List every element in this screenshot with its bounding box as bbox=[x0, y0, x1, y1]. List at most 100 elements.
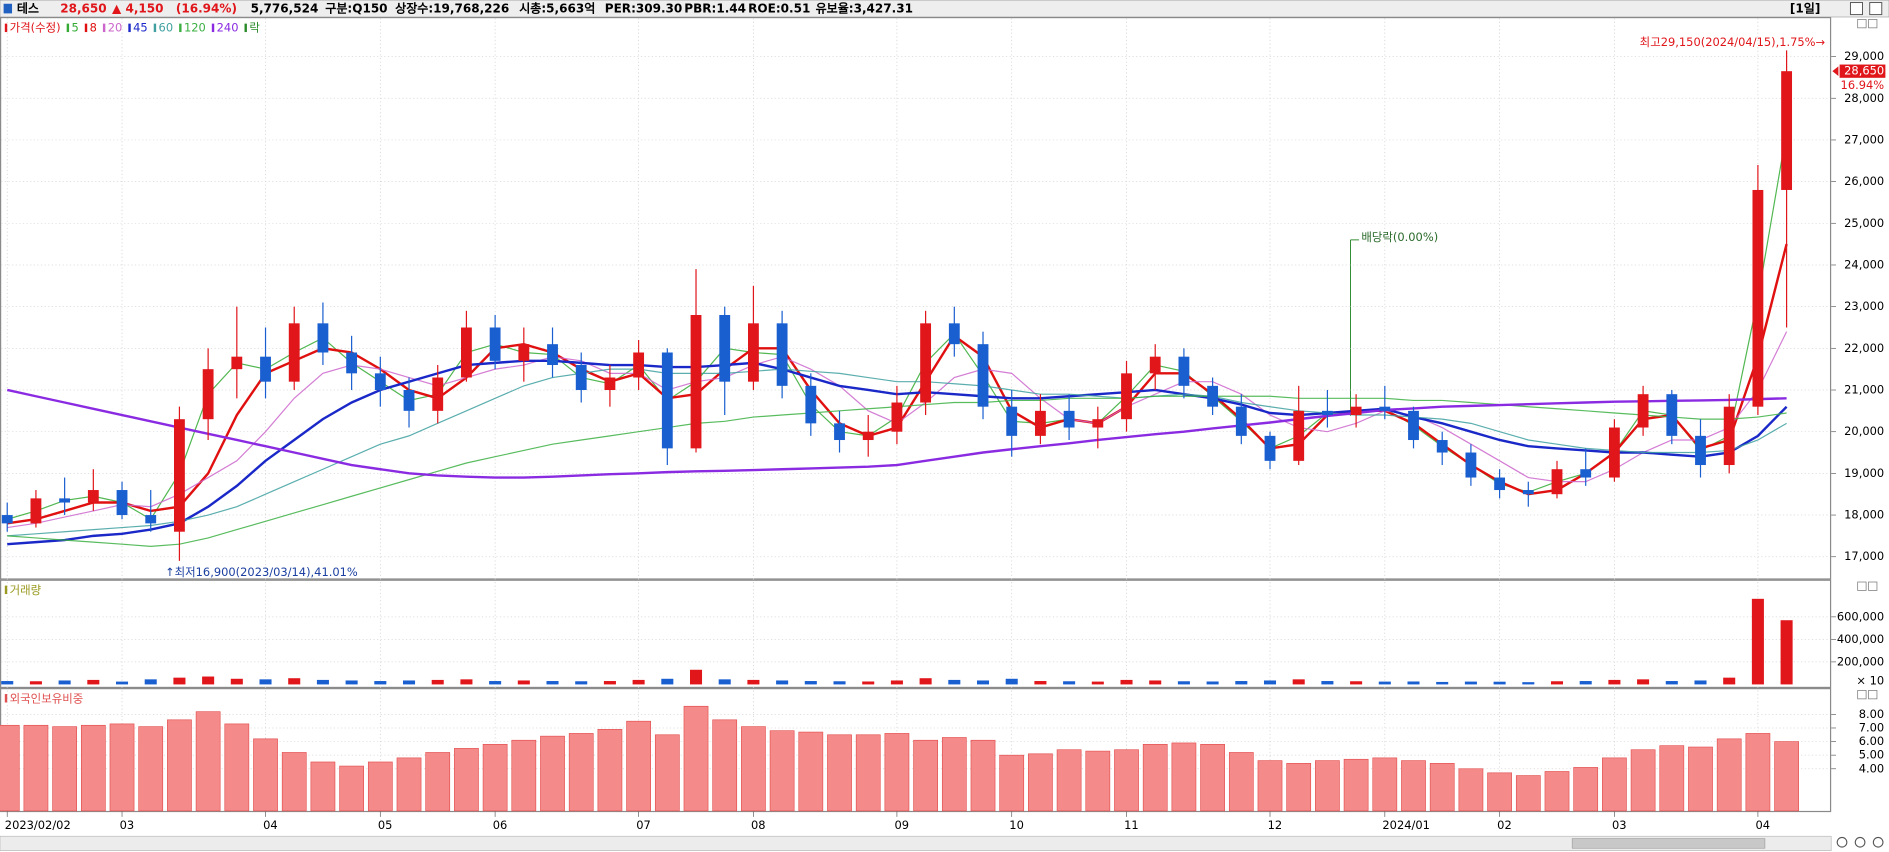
bar bbox=[632, 679, 645, 685]
scrollbar[interactable] bbox=[0, 835, 1832, 851]
pane-button[interactable] bbox=[1857, 581, 1867, 591]
bar bbox=[1544, 771, 1570, 812]
x-tick-label: 05 bbox=[378, 818, 393, 832]
bar bbox=[661, 678, 674, 685]
candle-body bbox=[1695, 435, 1706, 466]
bar bbox=[454, 748, 479, 812]
pane-button[interactable] bbox=[1868, 690, 1878, 700]
bar bbox=[195, 711, 221, 812]
y-tick-label: 22,000 bbox=[1844, 341, 1884, 355]
candle-body bbox=[518, 344, 530, 361]
bar bbox=[683, 705, 709, 812]
pane-button[interactable] bbox=[1857, 690, 1867, 700]
candle-body bbox=[1408, 410, 1419, 441]
bar bbox=[259, 679, 272, 685]
bar bbox=[855, 734, 881, 812]
zoom-out[interactable] bbox=[1854, 836, 1866, 848]
y-tick-label: 23,000 bbox=[1844, 299, 1884, 313]
header-item: (16.94%) bbox=[176, 2, 237, 16]
candle-body bbox=[1580, 469, 1592, 478]
candle-body bbox=[604, 377, 616, 391]
y-tick-label: 6.00 bbox=[1859, 734, 1884, 748]
y-tick-label: 24,000 bbox=[1844, 257, 1884, 271]
bar bbox=[575, 681, 588, 685]
header-item: PER:309.30 bbox=[605, 2, 683, 16]
candle-body bbox=[690, 314, 702, 449]
pane-button[interactable] bbox=[1868, 19, 1878, 29]
legend-swatch bbox=[4, 23, 8, 33]
ma-line bbox=[6, 388, 1787, 479]
candle-body bbox=[834, 423, 845, 441]
bar bbox=[1608, 679, 1621, 685]
bar bbox=[1407, 681, 1420, 685]
annotation: 최고29,150(2024/04/15),1.75%→ bbox=[1640, 35, 1826, 49]
x-tick-label: 03 bbox=[1612, 818, 1627, 832]
bar bbox=[1343, 758, 1369, 812]
candle-body bbox=[1063, 410, 1075, 428]
candle-body bbox=[317, 323, 329, 353]
candle-body bbox=[1551, 469, 1563, 495]
bar bbox=[654, 734, 680, 812]
candle-body bbox=[747, 323, 759, 382]
bar bbox=[1401, 760, 1426, 812]
bar bbox=[224, 723, 250, 812]
bar bbox=[827, 734, 852, 812]
bar bbox=[1149, 680, 1162, 685]
pane-button[interactable] bbox=[1857, 19, 1867, 29]
bar bbox=[540, 735, 565, 812]
candle-body bbox=[1637, 394, 1649, 428]
bar bbox=[1034, 681, 1047, 685]
legend-label: 45 bbox=[133, 20, 148, 34]
y-tick-label: 27,000 bbox=[1844, 132, 1884, 146]
legend-label: 240 bbox=[217, 20, 239, 34]
x-tick-label: 2023/02/02 bbox=[5, 818, 71, 832]
bar bbox=[1350, 681, 1363, 685]
x-tick-label: 12 bbox=[1268, 818, 1283, 832]
close-button[interactable] bbox=[1869, 2, 1883, 16]
bar bbox=[948, 679, 961, 685]
bar bbox=[970, 739, 996, 812]
bar bbox=[862, 681, 875, 685]
y-tick-label: 200,000 bbox=[1837, 654, 1884, 668]
bar bbox=[769, 730, 795, 812]
bar bbox=[1774, 741, 1799, 812]
bar bbox=[1263, 680, 1277, 685]
candle-body bbox=[374, 373, 386, 391]
candle-body bbox=[1494, 477, 1506, 491]
candle-body bbox=[1121, 373, 1132, 420]
candle-body bbox=[288, 323, 300, 382]
bar bbox=[80, 724, 106, 812]
candle-body bbox=[1235, 406, 1247, 436]
legend-label: 8 bbox=[90, 20, 97, 34]
x-tick-label: 02 bbox=[1497, 818, 1512, 832]
bar bbox=[1321, 681, 1334, 685]
bar bbox=[1085, 750, 1111, 812]
bar bbox=[626, 720, 651, 812]
pane-title-swatch bbox=[4, 694, 8, 703]
zoom-reset[interactable] bbox=[1872, 836, 1884, 848]
pane-button[interactable] bbox=[1868, 581, 1878, 591]
candle-body bbox=[805, 385, 817, 424]
maximize-button[interactable] bbox=[1849, 2, 1863, 16]
scroll-thumb[interactable] bbox=[1571, 838, 1766, 849]
bar bbox=[167, 719, 192, 812]
bar bbox=[712, 719, 738, 812]
price-pane-frame bbox=[0, 16, 1832, 580]
bar bbox=[1378, 681, 1391, 685]
zoom-in[interactable] bbox=[1836, 836, 1848, 848]
candle-body bbox=[1465, 452, 1477, 478]
legend-label: 20 bbox=[108, 20, 123, 34]
bar bbox=[345, 680, 358, 685]
candle-body bbox=[1293, 410, 1305, 461]
bar bbox=[1550, 681, 1564, 685]
bar bbox=[1286, 763, 1312, 812]
bar bbox=[1573, 767, 1599, 812]
bar bbox=[367, 761, 393, 812]
candle-body bbox=[231, 356, 243, 370]
period-selector[interactable]: [1일] bbox=[1790, 2, 1820, 16]
y-tick-label: 20,000 bbox=[1844, 424, 1884, 438]
bar bbox=[1464, 681, 1477, 685]
bar bbox=[253, 738, 278, 812]
axis-unit: × 10 bbox=[1856, 673, 1884, 687]
candle-body bbox=[1149, 356, 1161, 374]
